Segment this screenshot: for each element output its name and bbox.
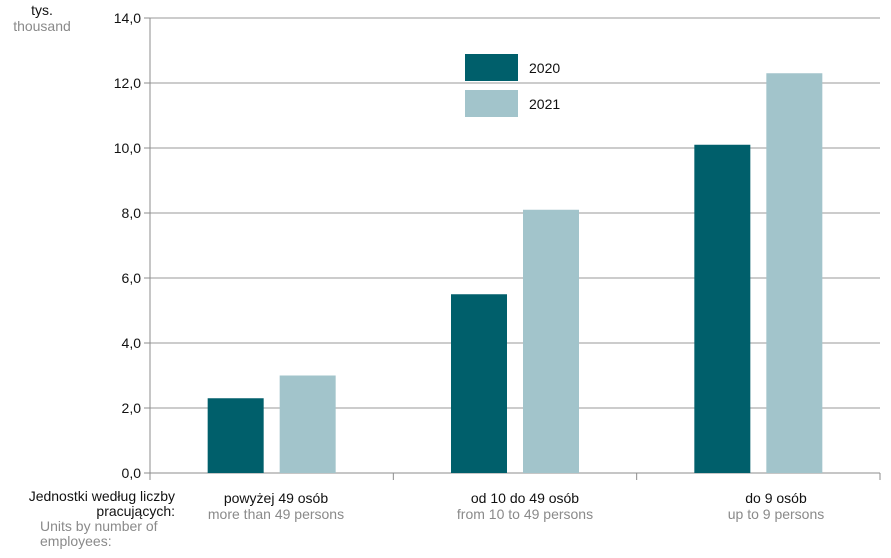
legend-swatch-2020 (465, 54, 518, 81)
legend-label-2020: 2020 (529, 60, 560, 76)
category-label-pl: od 10 do 49 osób (470, 490, 580, 506)
y-tick-label: 2,0 (122, 400, 142, 416)
category-label-pl: do 9 osób (745, 490, 807, 506)
bar-2020-2 (451, 294, 507, 473)
category-label-en: more than 49 persons (207, 506, 345, 522)
y-tick-label: 4,0 (122, 335, 142, 351)
bar-2021-2 (523, 209, 579, 473)
y-tick-label: 12,0 (114, 75, 141, 91)
y-tick-label: 0,0 (122, 465, 142, 481)
y-tick-label: 14,0 (114, 10, 141, 26)
bar-2020-1 (207, 398, 264, 473)
bar-2021-1 (279, 375, 336, 473)
y-tick-label: 8,0 (122, 205, 142, 221)
x-axis-caption-en: Units by number of employees: (40, 518, 158, 549)
y-tick-label: 10,0 (114, 140, 141, 156)
legend-swatch-2021 (465, 90, 518, 117)
category-label-pl: powyżej 49 osób (223, 490, 329, 506)
bar-2021-3 (766, 73, 823, 473)
x-axis-caption: Jednostki według liczby pracujących: Uni… (0, 489, 175, 549)
y-unit-label: tys. (31, 2, 53, 18)
y-unit-label-en: thousand (13, 18, 71, 34)
category-label-2: od 10 do 49 osób from 10 to 49 persons (405, 490, 645, 522)
category-label-en: up to 9 persons (727, 506, 825, 522)
category-label-en: from 10 to 49 persons (456, 506, 594, 522)
legend-label-2021: 2021 (529, 96, 560, 112)
x-axis-caption-pl: Jednostki według liczby pracujących: (28, 488, 175, 519)
bar-2020-3 (694, 144, 751, 473)
category-label-1: powyżej 49 osób more than 49 persons (156, 490, 396, 522)
category-label-3: do 9 osób up to 9 persons (656, 490, 891, 522)
y-tick-label: 6,0 (122, 270, 142, 286)
